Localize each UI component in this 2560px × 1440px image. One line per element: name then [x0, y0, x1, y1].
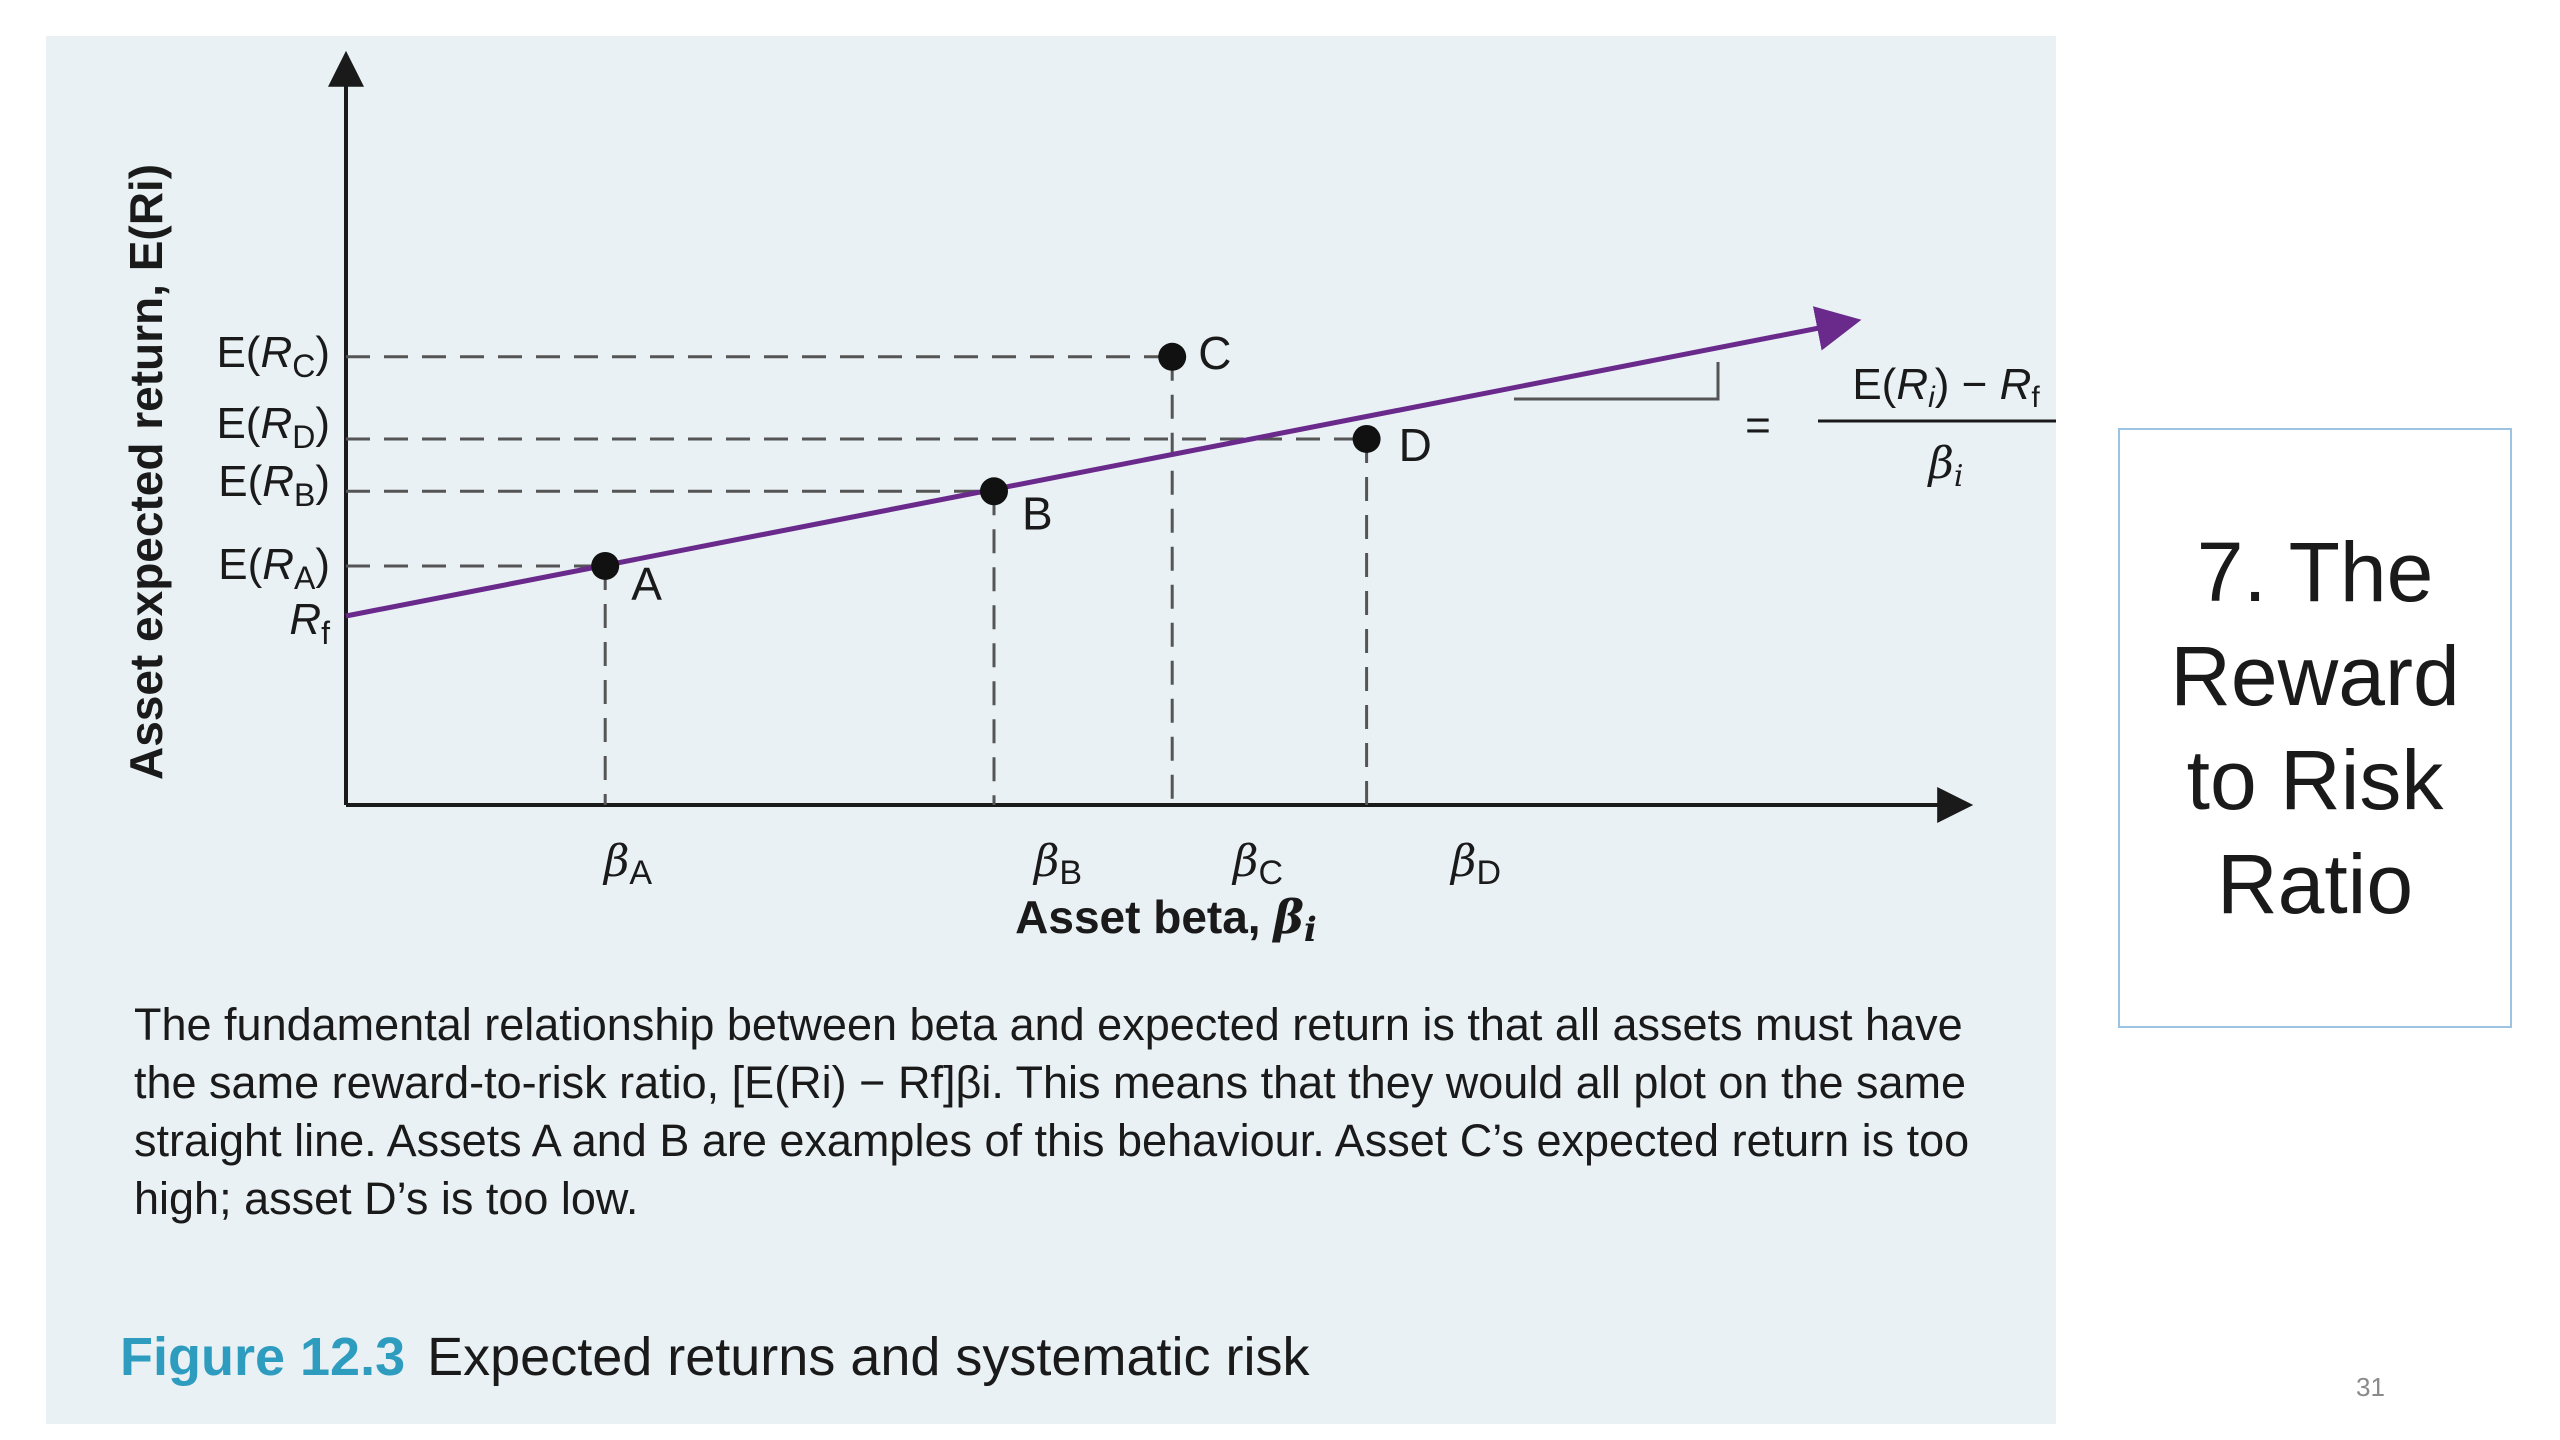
dashed-guides	[346, 355, 1369, 805]
y-tick-label-rd: E(RD)	[216, 399, 330, 455]
slide-title-box: 7. The Reward to Risk Ratio	[2118, 428, 2512, 1028]
y-tick-label-ra: E(RA)	[218, 540, 330, 596]
point-a	[591, 551, 620, 580]
figure-number: Figure 12.3	[120, 1327, 406, 1387]
point-label-d: D	[1399, 419, 1432, 471]
y-tick-label-rb: E(RB)	[218, 457, 330, 513]
reward-to-risk-line	[345, 306, 1862, 619]
point-d	[1352, 424, 1381, 453]
point-label-c: C	[1198, 327, 1231, 379]
figure-title: Figure 12.3 Expected returns and systemat…	[120, 1326, 1309, 1388]
x-tick-label-beta-b: βB	[1032, 836, 1082, 892]
figure-title-text: Expected returns and systematic risk	[427, 1327, 1310, 1387]
y-tick-label-rf: Rf	[289, 595, 330, 651]
slide-title: 7. The Reward to Risk Ratio	[2170, 525, 2460, 931]
slope-annotation: = E(Ri) − Rf βi	[1514, 360, 2056, 494]
slope-numerator: E(Ri) − Rf	[1852, 360, 2040, 414]
slope-equals: =	[1745, 401, 1771, 450]
point-c	[1158, 342, 1187, 371]
page-number: 31	[2356, 1372, 2385, 1402]
figure-caption: The fundamental relationship between bet…	[134, 999, 1970, 1224]
x-tick-label-beta-d: βD	[1449, 836, 1501, 892]
point-label-a: A	[631, 558, 662, 610]
y-axis-title: Asset expected return, E(Ri)	[120, 164, 172, 780]
x-axis-title: Asset beta, βi	[1015, 890, 1317, 950]
point-label-b: B	[1022, 487, 1053, 539]
data-points: A B C D	[591, 327, 1432, 610]
y-tick-label-rc: E(RC)	[216, 328, 330, 384]
point-b	[980, 477, 1008, 506]
x-tick-label-beta-c: βC	[1231, 836, 1283, 892]
slope-denominator: βi	[1926, 438, 1963, 494]
x-tick-label-beta-a: βA	[602, 836, 652, 892]
